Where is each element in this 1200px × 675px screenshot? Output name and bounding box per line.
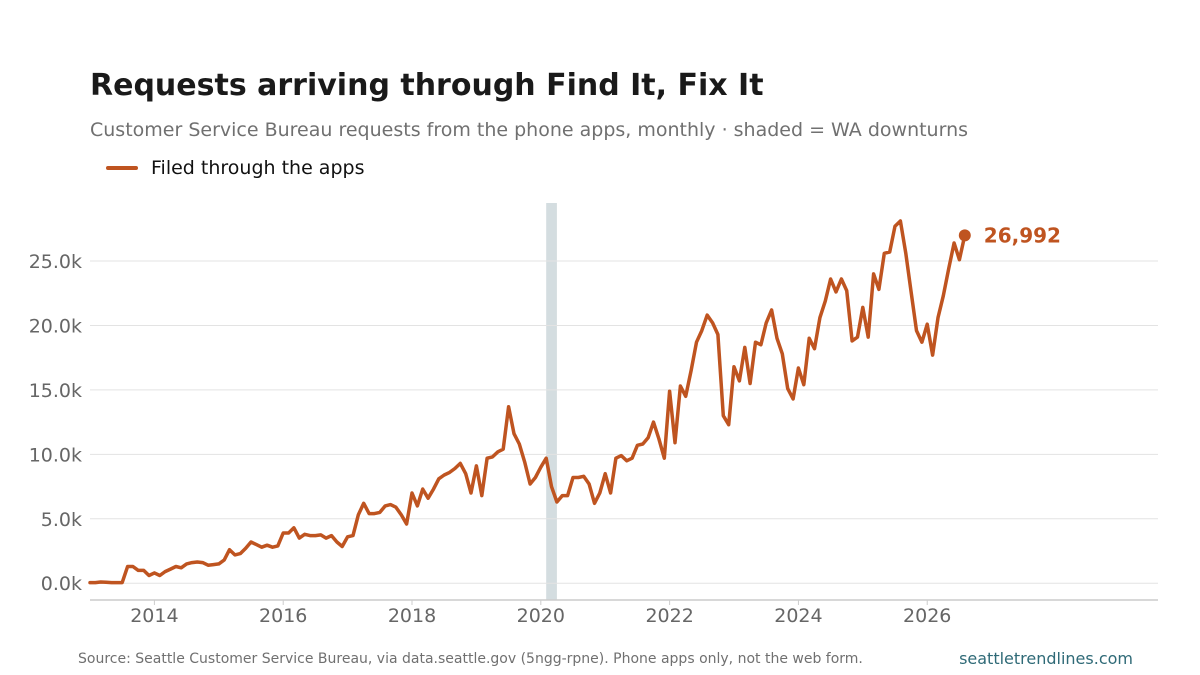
- legend: Filed through the apps: [106, 157, 364, 179]
- y-tick-label: 15.0k: [29, 380, 82, 402]
- series-line-0: [88, 219, 967, 585]
- shaded-periods: [546, 203, 557, 600]
- site-link[interactable]: seattletrendlines.com: [959, 649, 1133, 668]
- x-tick-label: 2024: [774, 605, 822, 627]
- x-tick-label: 2018: [388, 605, 436, 627]
- x-tick-label: 2020: [517, 605, 565, 627]
- x-tick-label: 2014: [130, 605, 178, 627]
- y-tick-label: 25.0k: [29, 251, 82, 273]
- source-note: Source: Seattle Customer Service Bureau,…: [78, 651, 863, 667]
- y-tick-label: 20.0k: [29, 315, 82, 337]
- chart-title: Requests arriving through Find It, Fix I…: [90, 68, 764, 103]
- x-tick-label: 2026: [903, 605, 951, 627]
- legend-label: Filed through the apps: [151, 157, 365, 179]
- y-tick-label: 10.0k: [29, 444, 82, 466]
- y-tick-label: 0.0k: [41, 573, 82, 595]
- gridlines: [90, 260, 1158, 584]
- x-tick-label: 2016: [259, 605, 307, 627]
- legend-swatch: [106, 166, 138, 170]
- series-layer: 26,992: [88, 219, 1061, 585]
- y-axis-ticks: 0.0k 5.0k 10.0k 15.0k 20.0k 25.0k: [29, 251, 82, 595]
- end-value-label: 26,992: [984, 223, 1061, 247]
- x-tick-label: 2022: [645, 605, 693, 627]
- chart-subtitle: Customer Service Bureau requests from th…: [90, 119, 969, 141]
- recession-band-0: [546, 203, 557, 600]
- x-axis-ticks: 2014 2016 2018 2020 2022 2024 2026: [130, 600, 951, 627]
- end-point-marker: [958, 229, 971, 242]
- y-tick-label: 5.0k: [41, 509, 82, 531]
